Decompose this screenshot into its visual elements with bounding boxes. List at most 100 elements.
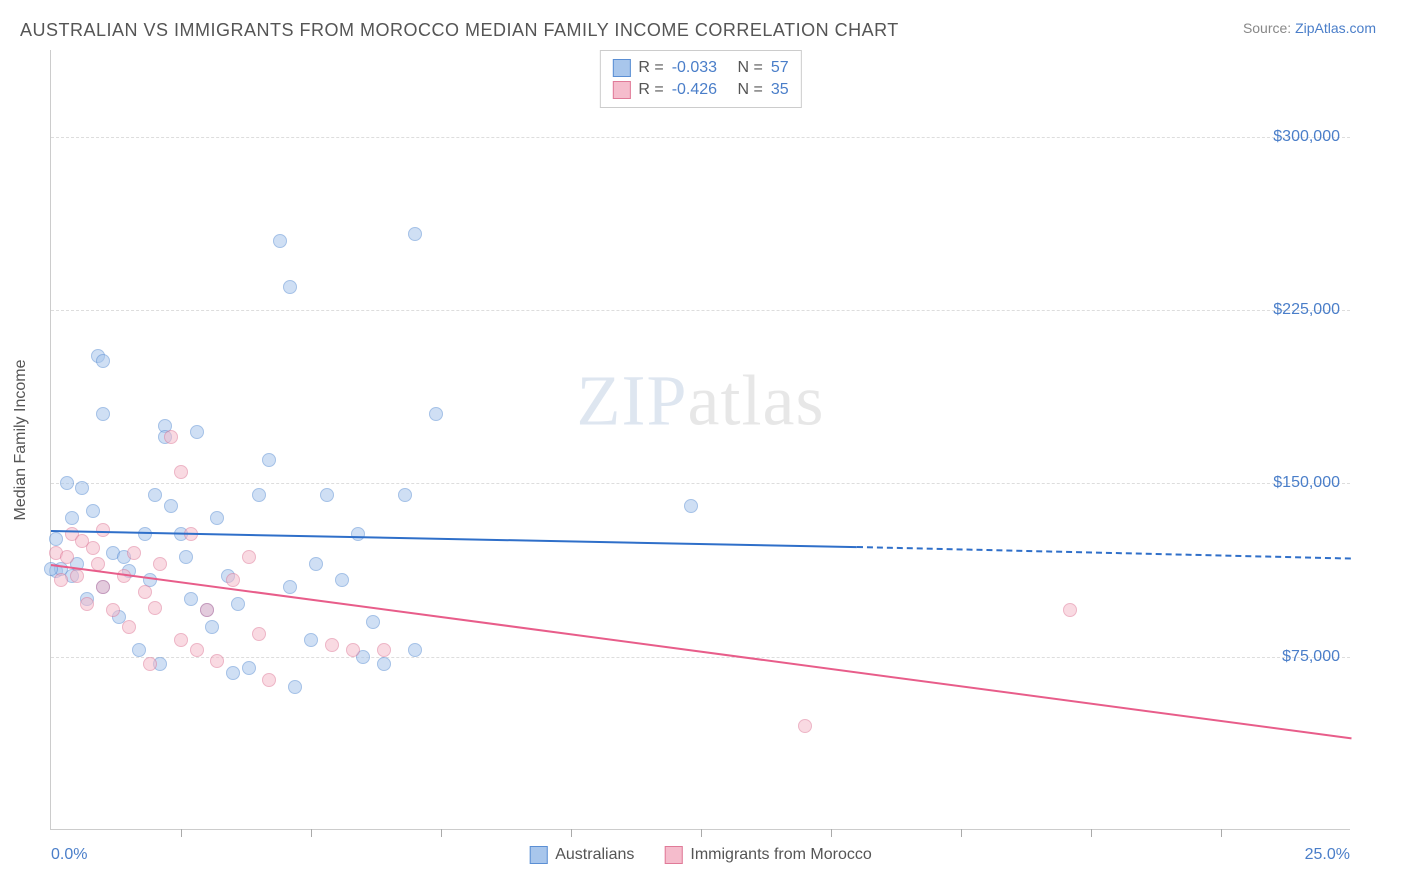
- scatter-point: [190, 425, 204, 439]
- scatter-point: [346, 643, 360, 657]
- legend-item-0: Australians: [529, 846, 634, 864]
- r-value-1: -0.426: [672, 81, 717, 99]
- legend-swatch-1: [664, 846, 682, 864]
- grid-line: [51, 483, 1350, 484]
- scatter-point: [320, 488, 334, 502]
- n-label-0: N =: [738, 59, 763, 77]
- scatter-point: [304, 633, 318, 647]
- scatter-point: [226, 573, 240, 587]
- x-tick: [181, 829, 182, 837]
- scatter-point: [288, 680, 302, 694]
- y-tick-label: $225,000: [1273, 301, 1340, 319]
- x-tick: [701, 829, 702, 837]
- plot-area: Median Family Income ZIPatlas R = -0.033…: [50, 50, 1350, 830]
- scatter-point: [65, 511, 79, 525]
- y-tick-label: $300,000: [1273, 128, 1340, 146]
- scatter-point: [148, 601, 162, 615]
- scatter-point: [252, 488, 266, 502]
- scatter-point: [49, 532, 63, 546]
- scatter-point: [262, 453, 276, 467]
- scatter-point: [429, 407, 443, 421]
- scatter-point: [366, 615, 380, 629]
- scatter-point: [184, 592, 198, 606]
- legend-item-1: Immigrants from Morocco: [664, 846, 871, 864]
- scatter-point: [283, 280, 297, 294]
- watermark-zip: ZIP: [577, 360, 688, 440]
- scatter-point: [174, 633, 188, 647]
- scatter-point: [148, 488, 162, 502]
- scatter-point: [190, 643, 204, 657]
- scatter-point: [127, 546, 141, 560]
- scatter-point: [96, 354, 110, 368]
- source-prefix: Source:: [1243, 20, 1295, 36]
- scatter-point: [96, 523, 110, 537]
- scatter-point: [132, 643, 146, 657]
- scatter-point: [60, 476, 74, 490]
- r-label-1: R =: [638, 81, 663, 99]
- n-value-1: 35: [771, 81, 789, 99]
- x-tick: [1221, 829, 1222, 837]
- source-link[interactable]: ZipAtlas.com: [1295, 20, 1376, 36]
- x-tick: [1091, 829, 1092, 837]
- scatter-point: [164, 430, 178, 444]
- scatter-point: [262, 673, 276, 687]
- x-tick: [571, 829, 572, 837]
- chart-title: AUSTRALIAN VS IMMIGRANTS FROM MOROCCO ME…: [20, 20, 899, 41]
- scatter-point: [54, 573, 68, 587]
- scatter-point: [106, 603, 120, 617]
- scatter-point: [210, 654, 224, 668]
- swatch-1: [612, 81, 630, 99]
- scatter-point: [335, 573, 349, 587]
- scatter-point: [80, 597, 94, 611]
- scatter-point: [377, 657, 391, 671]
- r-value-0: -0.033: [672, 59, 717, 77]
- legend-label-0: Australians: [555, 846, 634, 864]
- scatter-point: [70, 569, 84, 583]
- trend-line: [51, 564, 1351, 739]
- scatter-point: [798, 719, 812, 733]
- scatter-point: [398, 488, 412, 502]
- scatter-point: [377, 643, 391, 657]
- scatter-point: [86, 541, 100, 555]
- legend-swatch-0: [529, 846, 547, 864]
- scatter-point: [153, 557, 167, 571]
- scatter-point: [408, 643, 422, 657]
- scatter-point: [283, 580, 297, 594]
- stats-row-1: R = -0.426 N = 35: [612, 79, 788, 101]
- trend-line: [51, 530, 857, 548]
- x-tick: [311, 829, 312, 837]
- scatter-point: [226, 666, 240, 680]
- swatch-0: [612, 59, 630, 77]
- scatter-point: [86, 504, 100, 518]
- scatter-point: [205, 620, 219, 634]
- scatter-point: [1063, 603, 1077, 617]
- scatter-point: [325, 638, 339, 652]
- scatter-point: [309, 557, 323, 571]
- scatter-point: [242, 661, 256, 675]
- scatter-point: [408, 227, 422, 241]
- watermark: ZIPatlas: [577, 359, 825, 442]
- scatter-point: [138, 585, 152, 599]
- grid-line: [51, 310, 1350, 311]
- trend-line: [857, 546, 1351, 560]
- scatter-point: [143, 657, 157, 671]
- y-tick-label: $150,000: [1273, 474, 1340, 492]
- x-label-left: 0.0%: [51, 846, 87, 864]
- grid-line: [51, 137, 1350, 138]
- scatter-point: [138, 527, 152, 541]
- source-attribution: Source: ZipAtlas.com: [1243, 20, 1376, 36]
- scatter-point: [75, 481, 89, 495]
- x-tick: [441, 829, 442, 837]
- scatter-point: [242, 550, 256, 564]
- y-tick-label: $75,000: [1282, 648, 1340, 666]
- stats-legend: R = -0.033 N = 57 R = -0.426 N = 35: [599, 50, 801, 108]
- scatter-point: [174, 465, 188, 479]
- scatter-point: [200, 603, 214, 617]
- stats-row-0: R = -0.033 N = 57: [612, 57, 788, 79]
- scatter-point: [273, 234, 287, 248]
- scatter-point: [210, 511, 224, 525]
- scatter-point: [252, 627, 266, 641]
- r-label-0: R =: [638, 59, 663, 77]
- scatter-point: [179, 550, 193, 564]
- scatter-point: [351, 527, 365, 541]
